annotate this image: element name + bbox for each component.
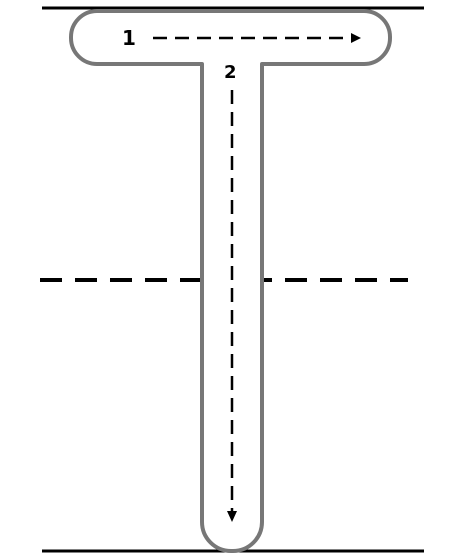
step-2-number: 2 <box>224 62 237 83</box>
stroke-1-arrowhead <box>351 33 361 43</box>
step-1-number: 1 <box>122 26 136 50</box>
letter-t-outline <box>69 9 392 553</box>
stroke-2-arrowhead <box>227 511 237 522</box>
